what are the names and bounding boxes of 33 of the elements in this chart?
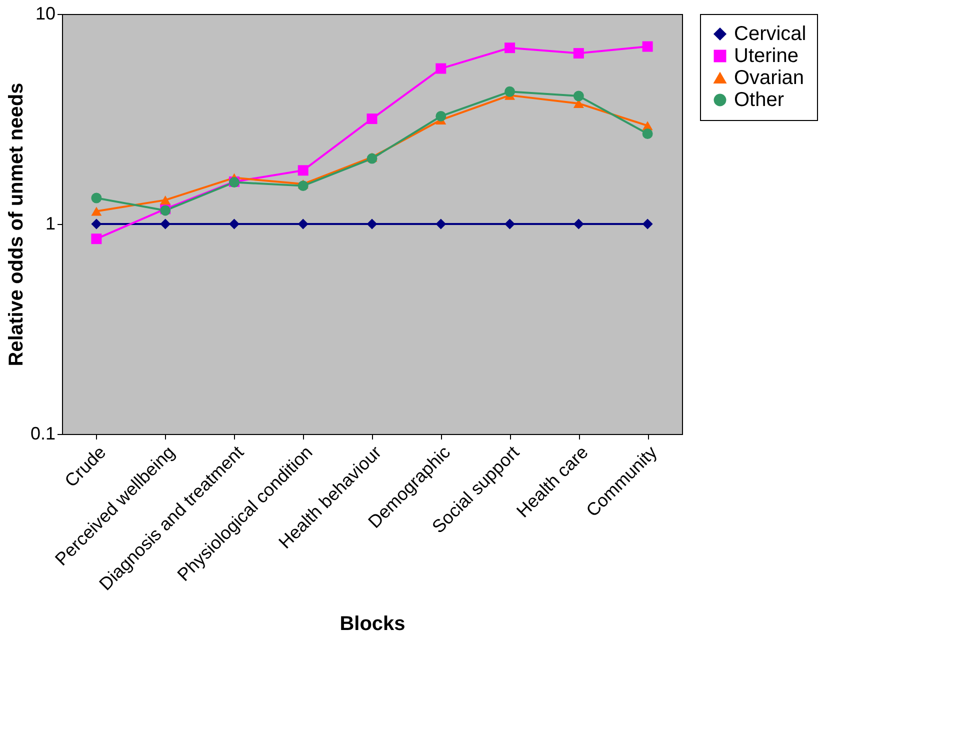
point [298,180,308,192]
y-tick-label: 0.1 [30,424,56,444]
point [298,165,308,176]
x-axis-title: Blocks [340,613,406,636]
legend-label: Cervical [734,23,806,45]
point [298,218,308,230]
y-tick-label: 1 [45,214,56,234]
point [573,218,584,230]
y-axis-title: Relative odds of unmet needs [5,82,28,366]
point [228,218,240,230]
point [573,48,584,59]
y-tick-label: 10 [35,4,56,24]
point [642,41,653,52]
point [642,128,653,139]
point [160,218,171,230]
point [91,206,102,216]
point [160,196,171,205]
legend-label: Other [734,89,784,111]
point [573,90,584,102]
point [91,218,102,230]
point [366,114,378,124]
point [366,218,378,230]
point [504,42,516,54]
point [91,234,102,244]
legend-label: Uterine [734,45,798,67]
point [91,192,102,204]
point [436,218,446,230]
point [504,218,516,230]
legend-label: Ovarian [734,67,804,89]
point [436,110,446,122]
point [504,86,516,97]
point [642,218,653,230]
point [436,63,446,74]
